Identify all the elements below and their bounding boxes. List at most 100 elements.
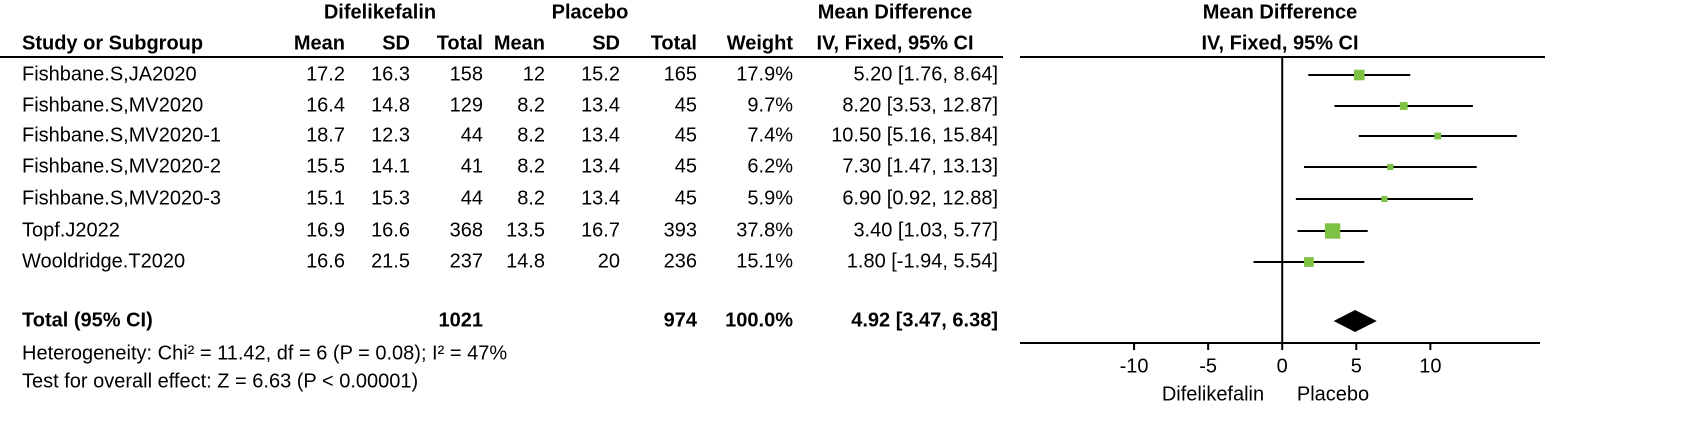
column-header: IV, Fixed, 95% CI: [816, 32, 973, 54]
cell: 21.5: [371, 250, 410, 272]
cell: 18.7: [306, 124, 345, 146]
cell: 14.1: [371, 155, 410, 177]
x-tick-label: 5: [1351, 355, 1362, 377]
column-group: Mean Difference: [818, 1, 973, 23]
column-header: Total: [651, 32, 697, 54]
total-diamond: [1333, 310, 1377, 332]
column-header: SD: [382, 32, 410, 54]
cell: 8.2: [517, 155, 545, 177]
cell: 44: [461, 187, 483, 209]
cell: 1021: [439, 309, 484, 331]
cell: 16.9: [306, 219, 345, 241]
column-group: Placebo: [552, 1, 629, 23]
cell: 8.2: [517, 94, 545, 116]
cell: 12: [523, 63, 545, 85]
cell: 16.3: [371, 63, 410, 85]
study-name: Topf.J2022: [22, 219, 120, 241]
cell: 17.2: [306, 63, 345, 85]
cell: 9.7%: [747, 94, 793, 116]
effect-square: [1387, 163, 1394, 171]
cell: 45: [675, 155, 697, 177]
x-tick-label: -5: [1199, 355, 1217, 377]
cell: 5.9%: [747, 187, 793, 209]
ci-label: 6.90 [0.92, 12.88]: [842, 187, 998, 209]
cell: 44: [461, 124, 483, 146]
effect-square: [1353, 69, 1365, 81]
cell: 16.6: [371, 219, 410, 241]
cell: 8.2: [517, 124, 545, 146]
effect-square: [1399, 102, 1408, 110]
cell: 37.8%: [736, 219, 793, 241]
cell: 237: [450, 250, 483, 272]
ci-label: 4.92 [3.47, 6.38]: [851, 309, 998, 331]
x-tick-label: 10: [1419, 355, 1441, 377]
effect-square: [1304, 257, 1314, 267]
cell: 16.4: [306, 94, 345, 116]
x-tick-label: 0: [1277, 355, 1288, 377]
cell: 41: [461, 155, 483, 177]
study-name: Wooldridge.T2020: [22, 250, 185, 272]
cell: 45: [675, 124, 697, 146]
cell: 158: [450, 63, 483, 85]
effect-square: [1381, 195, 1388, 203]
cell: 13.5: [506, 219, 545, 241]
column-group: Mean Difference: [1203, 1, 1358, 23]
column-header: Study or Subgroup: [22, 32, 203, 54]
cell: 14.8: [506, 250, 545, 272]
column-header: SD: [592, 32, 620, 54]
cell: 15.1: [306, 187, 345, 209]
cell: 20: [598, 250, 620, 272]
cell: 16.7: [581, 219, 620, 241]
total-name: Total (95% CI): [22, 309, 153, 331]
column-group: Difelikefalin: [324, 1, 436, 23]
cell: 13.4: [581, 124, 620, 146]
study-name: Fishbane.S,JA2020: [22, 63, 197, 85]
cell: 100.0%: [725, 309, 793, 331]
x-side-label: Placebo: [1297, 383, 1369, 405]
effect-square: [1434, 132, 1442, 140]
cell: 16.6: [306, 250, 345, 272]
cell: 393: [664, 219, 697, 241]
cell: 974: [664, 309, 698, 331]
column-header: Mean: [294, 32, 345, 54]
study-name: Fishbane.S,MV2020-3: [22, 187, 221, 209]
cell: 13.4: [581, 187, 620, 209]
cell: 165: [664, 63, 697, 85]
ci-label: 7.30 [1.47, 13.13]: [842, 155, 998, 177]
column-header: Mean: [494, 32, 545, 54]
cell: 17.9%: [736, 63, 793, 85]
cell: 236: [664, 250, 697, 272]
cell: 6.2%: [747, 155, 793, 177]
ci-label: 5.20 [1.76, 8.64]: [853, 63, 998, 85]
cell: 12.3: [371, 124, 410, 146]
ci-label: 8.20 [3.53, 12.87]: [842, 94, 998, 116]
study-name: Fishbane.S,MV2020: [22, 94, 203, 116]
column-header: Weight: [727, 32, 794, 54]
column-header: Total: [437, 32, 483, 54]
column-header: IV, Fixed, 95% CI: [1201, 32, 1358, 54]
study-name: Fishbane.S,MV2020-2: [22, 155, 221, 177]
cell: 15.3: [371, 187, 410, 209]
cell: 45: [675, 187, 697, 209]
x-side-label: Difelikefalin: [1162, 383, 1264, 405]
cell: 368: [450, 219, 483, 241]
cell: 129: [450, 94, 483, 116]
cell: 45: [675, 94, 697, 116]
effect-square: [1324, 223, 1341, 239]
overall-effect: Test for overall effect: Z = 6.63 (P < 0…: [22, 370, 418, 392]
cell: 15.2: [581, 63, 620, 85]
cell: 15.5: [306, 155, 345, 177]
cell: 14.8: [371, 94, 410, 116]
study-name: Fishbane.S,MV2020-1: [22, 124, 221, 146]
cell: 8.2: [517, 187, 545, 209]
heterogeneity: Heterogeneity: Chi² = 11.42, df = 6 (P =…: [22, 342, 507, 364]
ci-label: 3.40 [1.03, 5.77]: [853, 219, 998, 241]
ci-label: 1.80 [-1.94, 5.54]: [847, 250, 998, 272]
cell: 13.4: [581, 94, 620, 116]
x-tick-label: -10: [1120, 355, 1149, 377]
cell: 13.4: [581, 155, 620, 177]
ci-label: 10.50 [5.16, 15.84]: [831, 124, 998, 146]
cell: 7.4%: [747, 124, 793, 146]
cell: 15.1%: [736, 250, 793, 272]
